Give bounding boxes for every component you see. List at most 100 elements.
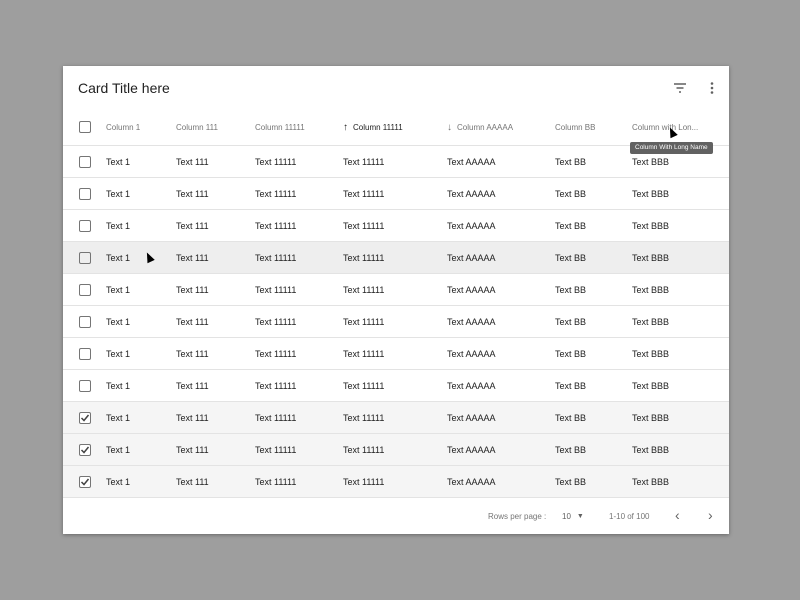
column-label: Column 11111 [353, 122, 403, 132]
table-cell: Text 11111 [343, 476, 385, 487]
table-cell: Text 11111 [343, 348, 385, 359]
column-header[interactable]: ↓ Column AAAAA [447, 110, 513, 145]
table-row[interactable]: Text 1 Text 111 Text 11111 Text 11111 Text A… [63, 434, 729, 466]
column-label: Column 1 [106, 122, 141, 132]
arrow-down-icon: ↓ [447, 121, 452, 133]
table-cell: Text AAAAA [447, 412, 496, 423]
table-cell: Text 11111 [255, 252, 297, 263]
table-cell: Text 11111 [343, 252, 385, 263]
checkbox[interactable] [79, 284, 91, 296]
column-label: Column 11111 [255, 122, 305, 132]
table-cell: Text 111 [176, 188, 209, 199]
table-cell: Text 1 [106, 380, 131, 391]
table-row[interactable]: Text 1 Text 111 Text 11111 Text 11111 Text A… [63, 274, 729, 306]
table-row[interactable]: Text 1 Text 111 Text 11111 Text 11111 Text A… [63, 146, 729, 178]
table-cell: Text BB [555, 220, 587, 231]
checkbox[interactable] [79, 380, 91, 392]
table-cell: Text 111 [176, 380, 209, 391]
column-header[interactable]: Column with Lon... [632, 110, 698, 145]
checkbox[interactable] [79, 156, 91, 168]
checkbox-checked[interactable] [79, 412, 91, 424]
table-cell: Text AAAAA [447, 284, 496, 295]
table-cell: Text 11111 [255, 412, 297, 423]
column-header[interactable]: Column 1 [106, 110, 140, 145]
check-icon [80, 446, 90, 454]
table-cell: Text BBB [632, 348, 670, 359]
table-cell: Text AAAAA [447, 188, 496, 199]
checkbox-checked[interactable] [79, 476, 91, 488]
table-cell: Text AAAAA [447, 316, 496, 327]
table-cell: Text 11111 [343, 444, 385, 455]
table-cell: Text 11111 [255, 156, 297, 167]
table-cell: Text AAAAA [447, 380, 496, 391]
table-cell: Text 111 [176, 476, 209, 487]
rows-per-page-select[interactable]: 10 ▼ [562, 512, 584, 521]
table-cell: Text 11111 [343, 156, 385, 167]
select-all-checkbox[interactable] [79, 121, 91, 133]
table-cell: Text 1 [106, 316, 131, 327]
tooltip: Column With Long Name [630, 142, 713, 154]
table-cell: Text 1 [106, 284, 131, 295]
column-header[interactable]: Column 111 [176, 110, 218, 145]
table-cell: Text 111 [176, 252, 209, 263]
table-cell: Text BB [555, 348, 587, 359]
table-cell: Text AAAAA [447, 348, 496, 359]
table-row[interactable]: Text 1 Text 111 Text 11111 Text 11111 Text A… [63, 466, 729, 498]
table-cell: Text 1 [106, 156, 131, 167]
table-cell: Text AAAAA [447, 476, 496, 487]
table-row[interactable]: Text 1 Text 111 Text 11111 Text 11111 Text A… [63, 178, 729, 210]
filter-icon[interactable] [670, 78, 690, 98]
table-cell: Text 11111 [343, 188, 385, 199]
more-vert-icon[interactable] [702, 78, 722, 98]
table-cell: Text 111 [176, 412, 209, 423]
chevron-left-icon[interactable]: ‹ [675, 507, 680, 523]
checkbox[interactable] [79, 188, 91, 200]
column-header-sorted[interactable]: ↑ Column 11111 [343, 110, 403, 145]
column-header[interactable]: Column BB [555, 110, 595, 145]
arrow-up-icon: ↑ [343, 121, 348, 133]
checkbox-checked[interactable] [79, 444, 91, 456]
table-row[interactable]: Text 1 Text 111 Text 11111 Text 11111 Text A… [63, 338, 729, 370]
checkbox[interactable] [79, 316, 91, 328]
table-cell: Text AAAAA [447, 252, 496, 263]
chevron-right-icon[interactable]: › [708, 507, 713, 523]
table-header: Column 1 Column 111 Column 11111 ↑ Column… [63, 110, 729, 146]
table-cell: Text BBB [632, 316, 670, 327]
checkbox[interactable] [79, 252, 91, 264]
table-cell: Text BB [555, 284, 587, 295]
table-cell: Text BB [555, 412, 587, 423]
table-cell: Text BBB [632, 444, 670, 455]
check-icon [80, 478, 90, 486]
dropdown-arrow-icon: ▼ [576, 513, 584, 520]
table-cell: Text 11111 [255, 316, 297, 327]
table-cell: Text BB [555, 380, 587, 391]
table-cell: Text BBB [632, 380, 670, 391]
table-row[interactable]: Text 1 Text 111 Text 11111 Text 11111 Text A… [63, 242, 729, 274]
pagination-range: 1-10 of 100 [609, 512, 650, 521]
table-cell: Text 11111 [255, 348, 297, 359]
table-cell: Text 1 [106, 220, 131, 231]
column-header[interactable]: Column 11111 [255, 110, 305, 145]
table-row[interactable]: Text 1 Text 111 Text 11111 Text 11111 Text A… [63, 402, 729, 434]
table-cell: Text 11111 [255, 284, 297, 295]
table-cell: Text BB [555, 188, 587, 199]
checkbox[interactable] [79, 348, 91, 360]
table-row[interactable]: Text 1 Text 111 Text 11111 Text 11111 Text A… [63, 210, 729, 242]
table-cell: Text BBB [632, 156, 670, 167]
table-row[interactable]: Text 1 Text 111 Text 11111 Text 11111 Text A… [63, 370, 729, 402]
table-cell: Text 1 [106, 252, 131, 263]
table-cell: Text 11111 [343, 380, 385, 391]
checkbox[interactable] [79, 220, 91, 232]
table-cell: Text BBB [632, 188, 670, 199]
table-cell: Text 1 [106, 412, 131, 423]
table-cell: Text 111 [176, 348, 209, 359]
table-cell: Text BBB [632, 252, 670, 263]
rows-per-page-value: 10 [562, 512, 571, 521]
table-cell: Text 11111 [255, 444, 297, 455]
table-row[interactable]: Text 1 Text 111 Text 11111 Text 11111 Text A… [63, 306, 729, 338]
rows-per-page-label: Rows per page : [488, 512, 547, 521]
table-footer: Rows per page : 10 ▼ 1-10 of 100 ‹ › [63, 498, 729, 534]
table-cell: Text BB [555, 444, 587, 455]
table-cell: Text 111 [176, 316, 209, 327]
card-title: Card Title here [78, 80, 170, 96]
